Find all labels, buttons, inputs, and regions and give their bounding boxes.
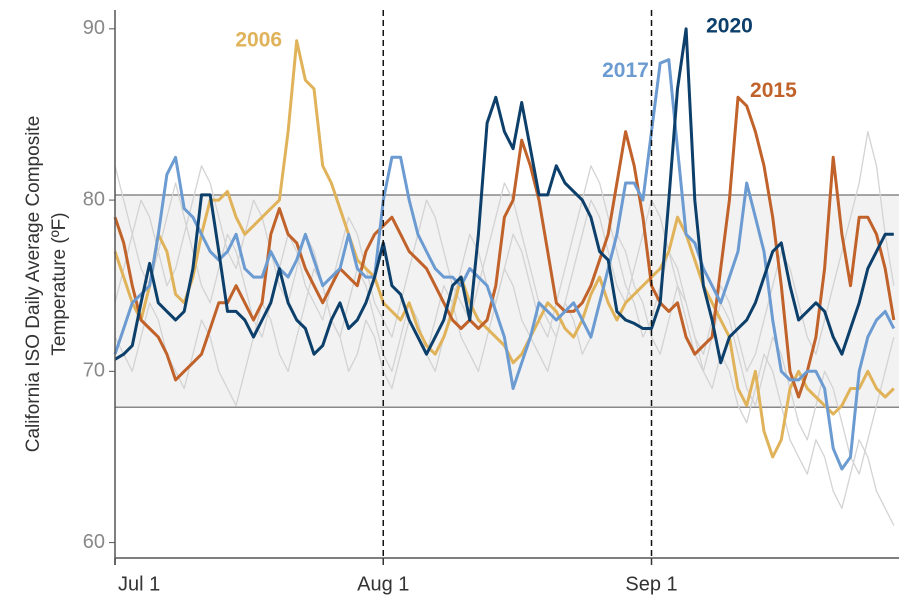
series-label: 2017	[602, 59, 649, 82]
y-tick-label: 80	[83, 188, 105, 210]
highlight-line	[113, 95, 896, 399]
x-tick-label: Aug 1	[357, 573, 409, 595]
x-tick-label: Sep 1	[625, 573, 677, 595]
series-label: 2020	[706, 14, 753, 37]
series-label: 2006	[235, 28, 282, 51]
y-axis-label: Temperature (ºF)	[49, 212, 70, 355]
highlight-line	[114, 27, 894, 365]
y-tick-label: 90	[83, 17, 105, 39]
y-axis-label: California ISO Daily Average Composite	[23, 116, 44, 453]
background-line	[114, 165, 895, 475]
highlight-line	[113, 58, 896, 471]
y-tick-label: 70	[83, 360, 105, 382]
y-tick-label: 60	[83, 531, 105, 553]
series-label: 2015	[750, 79, 797, 102]
x-tick-label: Jul 1	[118, 573, 160, 595]
